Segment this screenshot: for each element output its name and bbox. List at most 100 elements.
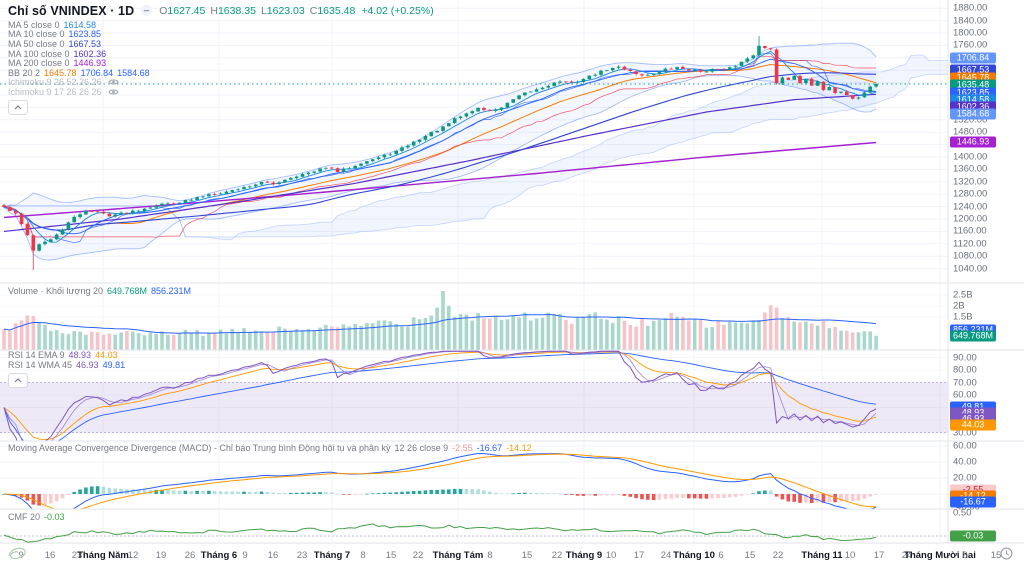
indicator-row-6-label: Ichimoku 9 26 52 26 26 bbox=[8, 77, 102, 88]
indicator-row-3-label: MA 100 close 0 bbox=[8, 48, 70, 59]
indicator-row-5-label: BB 20 2 bbox=[8, 67, 41, 78]
volume-pane-legend: Volume · Khối lượng 20 649.768M 856.231M bbox=[8, 286, 191, 296]
time-label-day: 22 bbox=[412, 550, 424, 561]
time-label-day: 10 bbox=[844, 550, 856, 561]
time-label-day: 19 bbox=[155, 550, 167, 561]
price-tick: 1040.00 bbox=[953, 263, 988, 275]
indicator-row-5-value: 1645.78 bbox=[44, 67, 77, 78]
volume-badge: 649.768M bbox=[950, 330, 997, 342]
ohlc-key: L bbox=[260, 4, 267, 17]
volume-legend-row-label: Volume · Khối lượng 20 bbox=[8, 285, 103, 296]
cmf-tick: 0.50 bbox=[953, 507, 972, 519]
price-badge: 1667.53 bbox=[950, 64, 996, 76]
symbol-title[interactable]: Chỉ số VNINDEX · 1D bbox=[8, 3, 135, 18]
indicator-row-4[interactable]: MA 200 close 0 1446.93 bbox=[8, 58, 434, 68]
price-change: +4.02 (+0.25%) bbox=[361, 4, 434, 17]
ohlc-values: O 1627.45 H 1638.35 L 1623.03 C 1635.48 bbox=[159, 5, 355, 17]
candlestick-series bbox=[2, 36, 878, 271]
cmf-badge: -0.03 bbox=[950, 530, 996, 542]
rsi-badge: 48.93 bbox=[950, 407, 996, 419]
indicator-row-5[interactable]: BB 20 2 1645.78 1706.84 1584.68 bbox=[8, 68, 434, 78]
time-label-month: Tháng 11 bbox=[801, 550, 843, 561]
rsi-legend-row-1[interactable]: RSI 14 WMA 45 46.93 49.81 bbox=[8, 360, 125, 370]
indicator-row-3[interactable]: MA 100 close 0 1602.36 bbox=[8, 49, 434, 59]
macd-legend-row-value: -2.55 bbox=[452, 442, 473, 453]
macd-legend-row-value: -14.12 bbox=[506, 442, 532, 453]
volume-tick: 2.5B bbox=[953, 289, 973, 301]
macd-legend-row-params: 12 26 close 9 bbox=[394, 442, 449, 453]
price-tick: 1200.00 bbox=[953, 213, 988, 225]
rsi-tick: 70.00 bbox=[953, 377, 977, 388]
time-label-day: 15 bbox=[744, 550, 756, 561]
symbol-row[interactable]: Chỉ số VNINDEX · 1D O 1627.45 H 1638.35 L 162… bbox=[8, 3, 434, 18]
indicator-row-7[interactable]: Ichimoku 9 17 26 26 26 bbox=[8, 87, 434, 97]
indicator-row-6[interactable]: Ichimoku 9 26 52 26 26 bbox=[8, 77, 434, 88]
price-tick: 1480.00 bbox=[953, 126, 988, 138]
indicator-row-0-label: MA 5 close 0 bbox=[8, 19, 60, 30]
indicator-row-2[interactable]: MA 50 close 0 1667.53 bbox=[8, 39, 434, 49]
symbol-minimize-icon[interactable] bbox=[140, 4, 153, 17]
clock-icon[interactable] bbox=[1000, 547, 1013, 562]
rsi-legend-row-1-value: 46.93 bbox=[76, 360, 99, 370]
price-tick: 1240.00 bbox=[953, 201, 988, 213]
price-tick: 1840.00 bbox=[953, 15, 988, 27]
time-label-day: 12 bbox=[127, 550, 139, 561]
time-label-day: 9 bbox=[18, 550, 24, 561]
macd-tick: 40.00 bbox=[953, 456, 977, 468]
volume-legend-row-value: 856.231M bbox=[151, 285, 192, 296]
ohlc-value: 1635.48 bbox=[317, 4, 356, 17]
ohlc-key: C bbox=[309, 4, 318, 17]
ohlc-value: 1623.03 bbox=[266, 4, 305, 17]
time-label-day: 26 bbox=[184, 550, 196, 561]
time-label-day: 8 bbox=[487, 550, 493, 561]
rsi-legend-collapse-button[interactable] bbox=[8, 373, 28, 388]
eye-icon[interactable] bbox=[108, 88, 119, 96]
time-label-day: 15 bbox=[385, 550, 397, 561]
time-label-month: Tháng 6 bbox=[200, 550, 238, 561]
rsi-legend-row-1-value: 49.81 bbox=[102, 360, 126, 370]
indicator-row-1-value: 1623.85 bbox=[68, 29, 102, 40]
indicator-row-4-label: MA 200 close 0 bbox=[8, 58, 70, 69]
price-tick: 1120.00 bbox=[953, 238, 987, 250]
cmf-legend-row-label: CMF 20 bbox=[8, 511, 41, 522]
volume-tick: 2B bbox=[953, 300, 965, 312]
rsi-pane-legend: RSI 14 EMA 9 48.93 44.03 RSI 14 WMA 45 46.93… bbox=[8, 350, 125, 388]
ohlc-value: 1627.45 bbox=[167, 4, 206, 17]
time-label-day: 24 bbox=[660, 550, 672, 561]
price-badge: 1623.85 bbox=[950, 87, 996, 99]
time-axis[interactable] bbox=[0, 543, 1024, 562]
time-label-day: 15 bbox=[990, 550, 1002, 561]
time-label-month: Tháng 9 bbox=[565, 550, 603, 561]
volume-legend-row-value: 649.768M bbox=[106, 285, 148, 296]
rsi-legend-row-0[interactable]: RSI 14 EMA 9 48.93 44.03 bbox=[8, 350, 125, 360]
indicator-row-1[interactable]: MA 10 close 0 1623.85 bbox=[8, 29, 434, 40]
legend-collapse-button[interactable] bbox=[8, 99, 28, 115]
macd-badge: -2.55 bbox=[950, 484, 996, 496]
price-tick: 1800.00 bbox=[953, 27, 988, 39]
ohlc-value: 1638.35 bbox=[217, 4, 256, 17]
rsi-legend-row-0-label: RSI 14 EMA 9 bbox=[8, 350, 65, 360]
price-badge: 1446.93 bbox=[950, 136, 996, 148]
indicator-row-0[interactable]: MA 5 close 0 1614.58 bbox=[8, 20, 434, 30]
time-label-day: 8 bbox=[962, 550, 968, 561]
time-label-day: 8 bbox=[360, 550, 366, 561]
macd-legend-row[interactable]: Moving Average Convergence Divergence (M… bbox=[8, 443, 532, 453]
indicator-legend-rows: MA 5 close 0 1614.58 MA 10 close 0 1623.85 M… bbox=[8, 20, 434, 97]
macd-badge: -14.12 bbox=[950, 490, 996, 502]
volume-legend-row[interactable]: Volume · Khối lượng 20 649.768M 856.231M bbox=[8, 286, 191, 296]
eye-icon[interactable] bbox=[108, 78, 119, 86]
indicator-row-5-value: 1584.68 bbox=[117, 67, 150, 78]
rsi-badge: 46.93 bbox=[950, 413, 996, 425]
rsi-series bbox=[0, 350, 948, 441]
volume-badge: 856.231M bbox=[950, 324, 997, 336]
indicator-row-2-value: 1667.53 bbox=[68, 38, 102, 49]
indicator-row-1-label: MA 10 close 0 bbox=[8, 29, 65, 40]
price-pane-legend: Chỉ số VNINDEX · 1D O 1627.45 H 1638.35 L 162… bbox=[8, 3, 434, 115]
price-tick: 1520.00 bbox=[953, 114, 988, 126]
indicator-row-3-value: 1602.36 bbox=[73, 48, 107, 59]
cmf-legend-row[interactable]: CMF 20 -0.03 bbox=[8, 512, 65, 522]
indicator-row-0-value: 1614.58 bbox=[63, 19, 97, 30]
drawing-scribble[interactable] bbox=[6, 544, 28, 562]
